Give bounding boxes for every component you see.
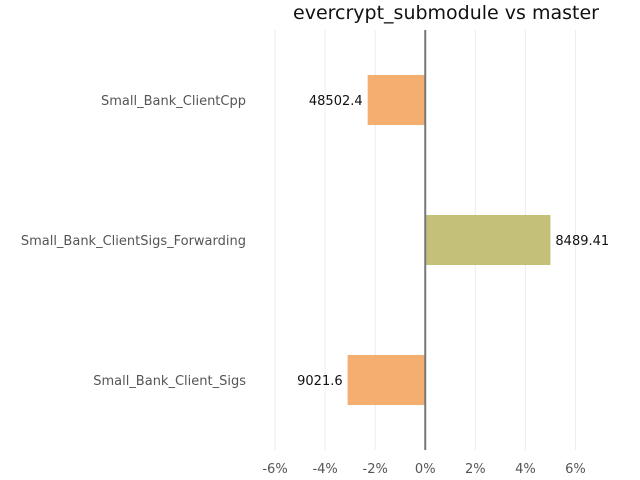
x-tick-label: -2% — [363, 462, 388, 477]
value-labels: 48502.4 8489.41 9021.6 — [297, 94, 609, 389]
x-tick-label: 6% — [565, 462, 586, 477]
bar-value-label: 48502.4 — [309, 94, 363, 109]
category-labels: Small_Bank_ClientCpp Small_Bank_ClientSig… — [21, 94, 246, 389]
x-tick-labels: -6% -4% -2% 0% 2% 4% 6% — [262, 462, 585, 477]
bars — [347, 75, 551, 405]
bar — [347, 355, 426, 405]
bar — [425, 215, 551, 265]
category-label: Small_Bank_ClientSigs_Forwarding — [21, 234, 246, 249]
chart-title: evercrypt_submodule vs master — [293, 2, 599, 24]
x-tick-label: -6% — [262, 462, 287, 477]
category-label: Small_Bank_ClientCpp — [101, 94, 246, 109]
x-tick-label: 4% — [515, 462, 536, 477]
bar-value-label: 8489.41 — [555, 234, 609, 249]
x-tick-label: 2% — [465, 462, 486, 477]
x-tick-label: -4% — [312, 462, 337, 477]
x-tick-label: 0% — [415, 462, 436, 477]
category-label: Small_Bank_Client_Sigs — [93, 374, 246, 389]
bar-value-label: 9021.6 — [297, 374, 343, 389]
bar — [367, 75, 426, 125]
